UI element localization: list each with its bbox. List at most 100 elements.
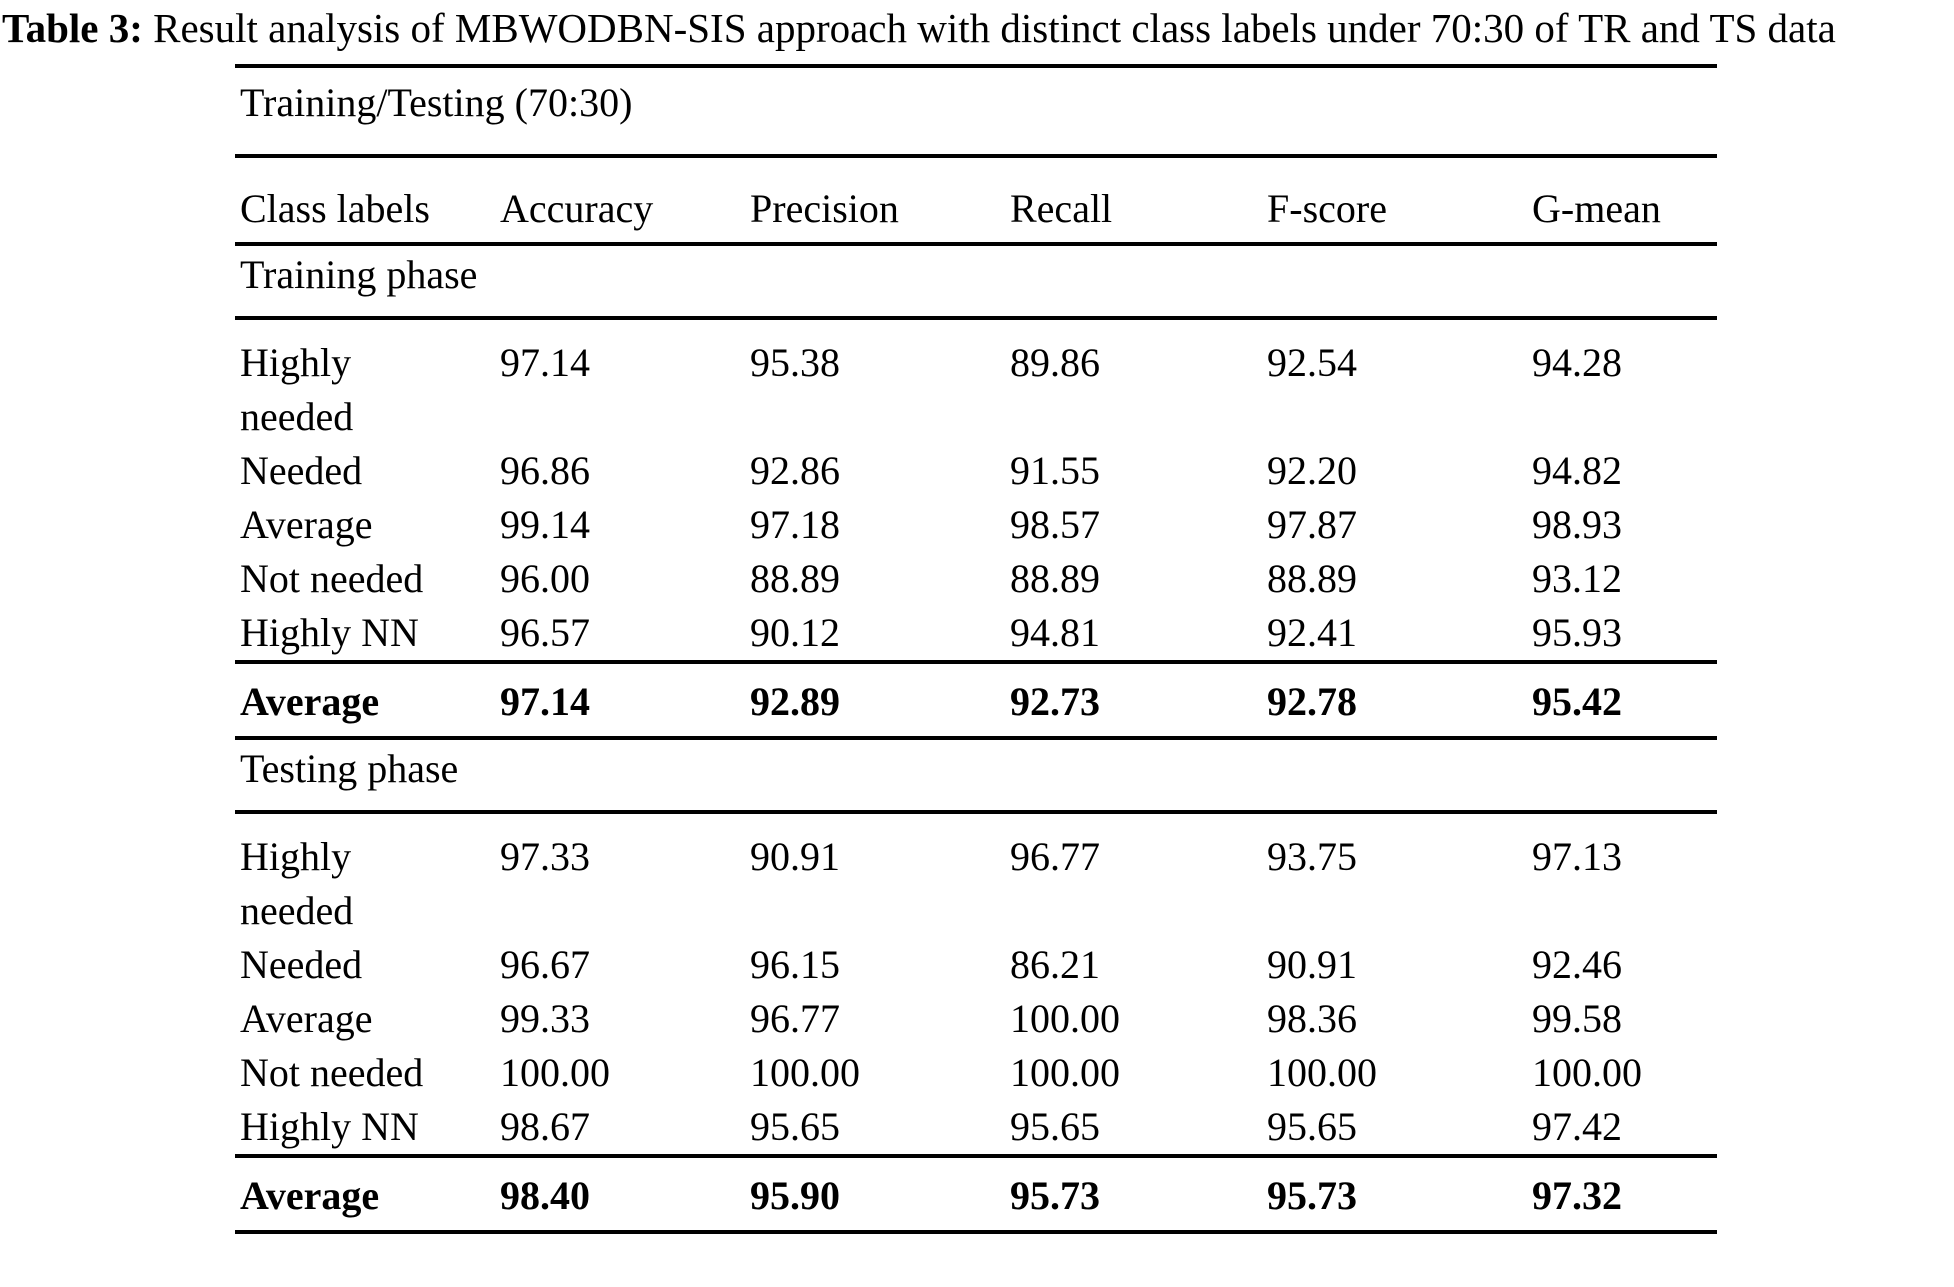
row-label: Average — [240, 502, 373, 547]
summary-value: 92.89 — [750, 660, 1010, 740]
metric-value: 95.65 — [1010, 1104, 1100, 1149]
column-header-f-score: F-score — [1267, 156, 1532, 246]
table-row: Needed 96.86 92.86 91.55 92.20 94.82 — [235, 444, 1717, 498]
metric-value: 98.93 — [1532, 502, 1622, 547]
summary-value: 92.73 — [1010, 660, 1267, 740]
metric-value: 92.41 — [1267, 610, 1357, 655]
table-caption-text: Result analysis of MBWODBN-SIS approach … — [142, 5, 1836, 51]
row-label: Highly NN — [240, 610, 419, 655]
metric-value: 98.57 — [1010, 502, 1100, 547]
metric-value: 88.89 — [750, 556, 840, 601]
metric-value: 97.14 — [500, 340, 590, 385]
metric-value: 93.75 — [1267, 834, 1357, 879]
metric-value: 90.91 — [1267, 942, 1357, 987]
column-header-precision: Precision — [750, 156, 1010, 246]
row-label: Highly NN — [240, 1104, 419, 1149]
summary-row: Average 98.40 95.90 95.73 95.73 97.32 — [235, 1154, 1718, 1234]
metric-value: 100.00 — [1010, 1050, 1120, 1095]
metric-value: 88.89 — [1267, 556, 1357, 601]
column-header-recall: Recall — [1010, 156, 1267, 246]
table-title-row: Training/Testing (70:30) — [235, 64, 1718, 158]
metric-value: 90.12 — [750, 610, 840, 655]
section-label-row: Training phase — [235, 244, 1718, 320]
metric-value: 97.18 — [750, 502, 840, 547]
row-label: Not needed — [240, 1050, 424, 1095]
metric-value: 100.00 — [750, 1050, 860, 1095]
summary-value: 95.90 — [750, 1154, 1010, 1234]
metric-value: 96.86 — [500, 448, 590, 493]
metric-value: 99.58 — [1532, 996, 1622, 1041]
row-label: Highly needed — [240, 340, 354, 439]
metric-value: 95.65 — [750, 1104, 840, 1149]
row-label: Needed — [240, 942, 363, 987]
metric-value: 95.65 — [1267, 1104, 1357, 1149]
summary-value: 95.42 — [1532, 660, 1718, 740]
row-label: Average — [240, 996, 373, 1041]
column-header-class-labels: Class labels — [235, 156, 500, 246]
metric-value: 94.28 — [1532, 340, 1622, 385]
table-row: Highly needed 97.14 95.38 89.86 92.54 94.28 — [235, 318, 1717, 444]
metric-value: 96.67 — [500, 942, 590, 987]
summary-row: Average 97.14 92.89 92.73 92.78 95.42 — [235, 660, 1718, 740]
table-row: Not needed 96.00 88.89 88.89 88.89 93.12 — [235, 552, 1717, 606]
metric-value: 98.36 — [1267, 996, 1357, 1041]
summary-value: 95.73 — [1010, 1154, 1267, 1234]
metric-value: 97.42 — [1532, 1104, 1622, 1149]
metric-value: 94.82 — [1532, 448, 1622, 493]
column-header-accuracy: Accuracy — [500, 156, 750, 246]
metric-value: 97.33 — [500, 834, 590, 879]
metric-value: 95.38 — [750, 340, 840, 385]
section-label: Testing phase — [235, 738, 1718, 814]
metric-value: 93.12 — [1532, 556, 1622, 601]
metric-value: 100.00 — [1267, 1050, 1377, 1095]
section-label: Training phase — [235, 244, 1718, 320]
metric-value: 86.21 — [1010, 942, 1100, 987]
summary-label: Average — [235, 660, 500, 740]
summary-value: 97.14 — [500, 660, 750, 740]
metric-value: 97.87 — [1267, 502, 1357, 547]
table-row: Highly NN 98.67 95.65 95.65 95.65 97.42 — [235, 1100, 1717, 1156]
metric-value: 92.46 — [1532, 942, 1622, 987]
summary-value: 92.78 — [1267, 660, 1532, 740]
column-header-row: Class labels Accuracy Precision Recall F… — [235, 156, 1718, 246]
metric-value: 91.55 — [1010, 448, 1100, 493]
metric-value: 96.57 — [500, 610, 590, 655]
table-row: Highly needed 97.33 90.91 96.77 93.75 97.13 — [235, 812, 1717, 938]
metric-value: 92.86 — [750, 448, 840, 493]
metric-value: 96.00 — [500, 556, 590, 601]
table-caption-label: Table 3: — [2, 5, 143, 51]
row-label: Not needed — [240, 556, 424, 601]
metric-value: 96.15 — [750, 942, 840, 987]
table-row: Needed 96.67 96.15 86.21 90.91 92.46 — [235, 938, 1717, 992]
metric-value: 94.81 — [1010, 610, 1100, 655]
summary-label: Average — [235, 1154, 500, 1234]
metric-value: 98.67 — [500, 1104, 590, 1149]
metric-value: 99.33 — [500, 996, 590, 1041]
metric-value: 95.93 — [1532, 610, 1622, 655]
metric-value: 96.77 — [750, 996, 840, 1041]
column-header-g-mean: G-mean — [1532, 156, 1718, 246]
table-row: Average 99.33 96.77 100.00 98.36 99.58 — [235, 992, 1717, 1046]
row-label: Highly needed — [240, 834, 354, 933]
table-title: Training/Testing (70:30) — [235, 64, 1718, 158]
metric-value: 88.89 — [1010, 556, 1100, 601]
table-row: Highly NN 96.57 90.12 94.81 92.41 95.93 — [235, 606, 1717, 662]
table-caption: Table 3: Result analysis of MBWODBN-SIS … — [0, 0, 1954, 52]
metric-value: 97.13 — [1532, 834, 1622, 879]
metric-value: 92.54 — [1267, 340, 1357, 385]
table-row: Not needed 100.00 100.00 100.00 100.00 100.00 — [235, 1046, 1717, 1100]
metric-value: 100.00 — [500, 1050, 610, 1095]
summary-value: 95.73 — [1267, 1154, 1532, 1234]
metric-value: 99.14 — [500, 502, 590, 547]
metric-value: 89.86 — [1010, 340, 1100, 385]
metric-value: 92.20 — [1267, 448, 1357, 493]
table-row: Average 99.14 97.18 98.57 97.87 98.93 — [235, 498, 1717, 552]
summary-value: 98.40 — [500, 1154, 750, 1234]
results-table: Training/Testing (70:30) Class labels Ac… — [235, 64, 1718, 1234]
metric-value: 96.77 — [1010, 834, 1100, 879]
section-label-row: Testing phase — [235, 738, 1718, 814]
summary-value: 97.32 — [1532, 1154, 1718, 1234]
metric-value: 100.00 — [1532, 1050, 1642, 1095]
metric-value: 100.00 — [1010, 996, 1120, 1041]
